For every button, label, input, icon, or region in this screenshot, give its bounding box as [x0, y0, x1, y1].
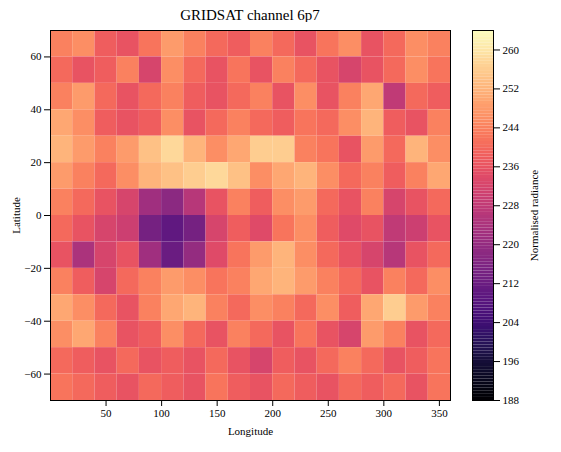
svg-text:Latitude: Latitude [10, 197, 22, 234]
svg-text:200: 200 [264, 407, 281, 419]
svg-text:−60: −60 [24, 368, 42, 380]
html-text:GRIDSAT channel 6p7: GRIDSAT channel 6p7 [180, 7, 320, 23]
svg-text:50: 50 [101, 407, 113, 419]
svg-text:100: 100 [153, 407, 170, 419]
svg-text:60: 60 [31, 50, 43, 62]
svg-text:220: 220 [503, 238, 520, 250]
svg-text:260: 260 [503, 43, 520, 55]
svg-text:20: 20 [31, 156, 43, 168]
svg-text:300: 300 [376, 407, 393, 419]
svg-text:Longitude: Longitude [228, 425, 273, 437]
svg-text:−20: −20 [24, 262, 42, 274]
svg-text:0: 0 [36, 209, 42, 221]
svg-text:150: 150 [209, 407, 226, 419]
svg-text:40: 40 [31, 103, 43, 115]
svg-text:252: 252 [503, 82, 520, 94]
svg-text:244: 244 [503, 121, 520, 133]
svg-text:196: 196 [503, 355, 520, 367]
svg-text:212: 212 [503, 277, 520, 289]
svg-text:204: 204 [503, 316, 520, 328]
svg-text:Normalised radiance: Normalised radiance [528, 170, 540, 261]
svg-text:350: 350 [431, 407, 448, 419]
svg-text:250: 250 [320, 407, 337, 419]
svg-text:188: 188 [503, 394, 520, 406]
svg-text:228: 228 [503, 199, 520, 211]
svg-text:236: 236 [503, 160, 520, 172]
svg-text:−40: −40 [24, 315, 42, 327]
